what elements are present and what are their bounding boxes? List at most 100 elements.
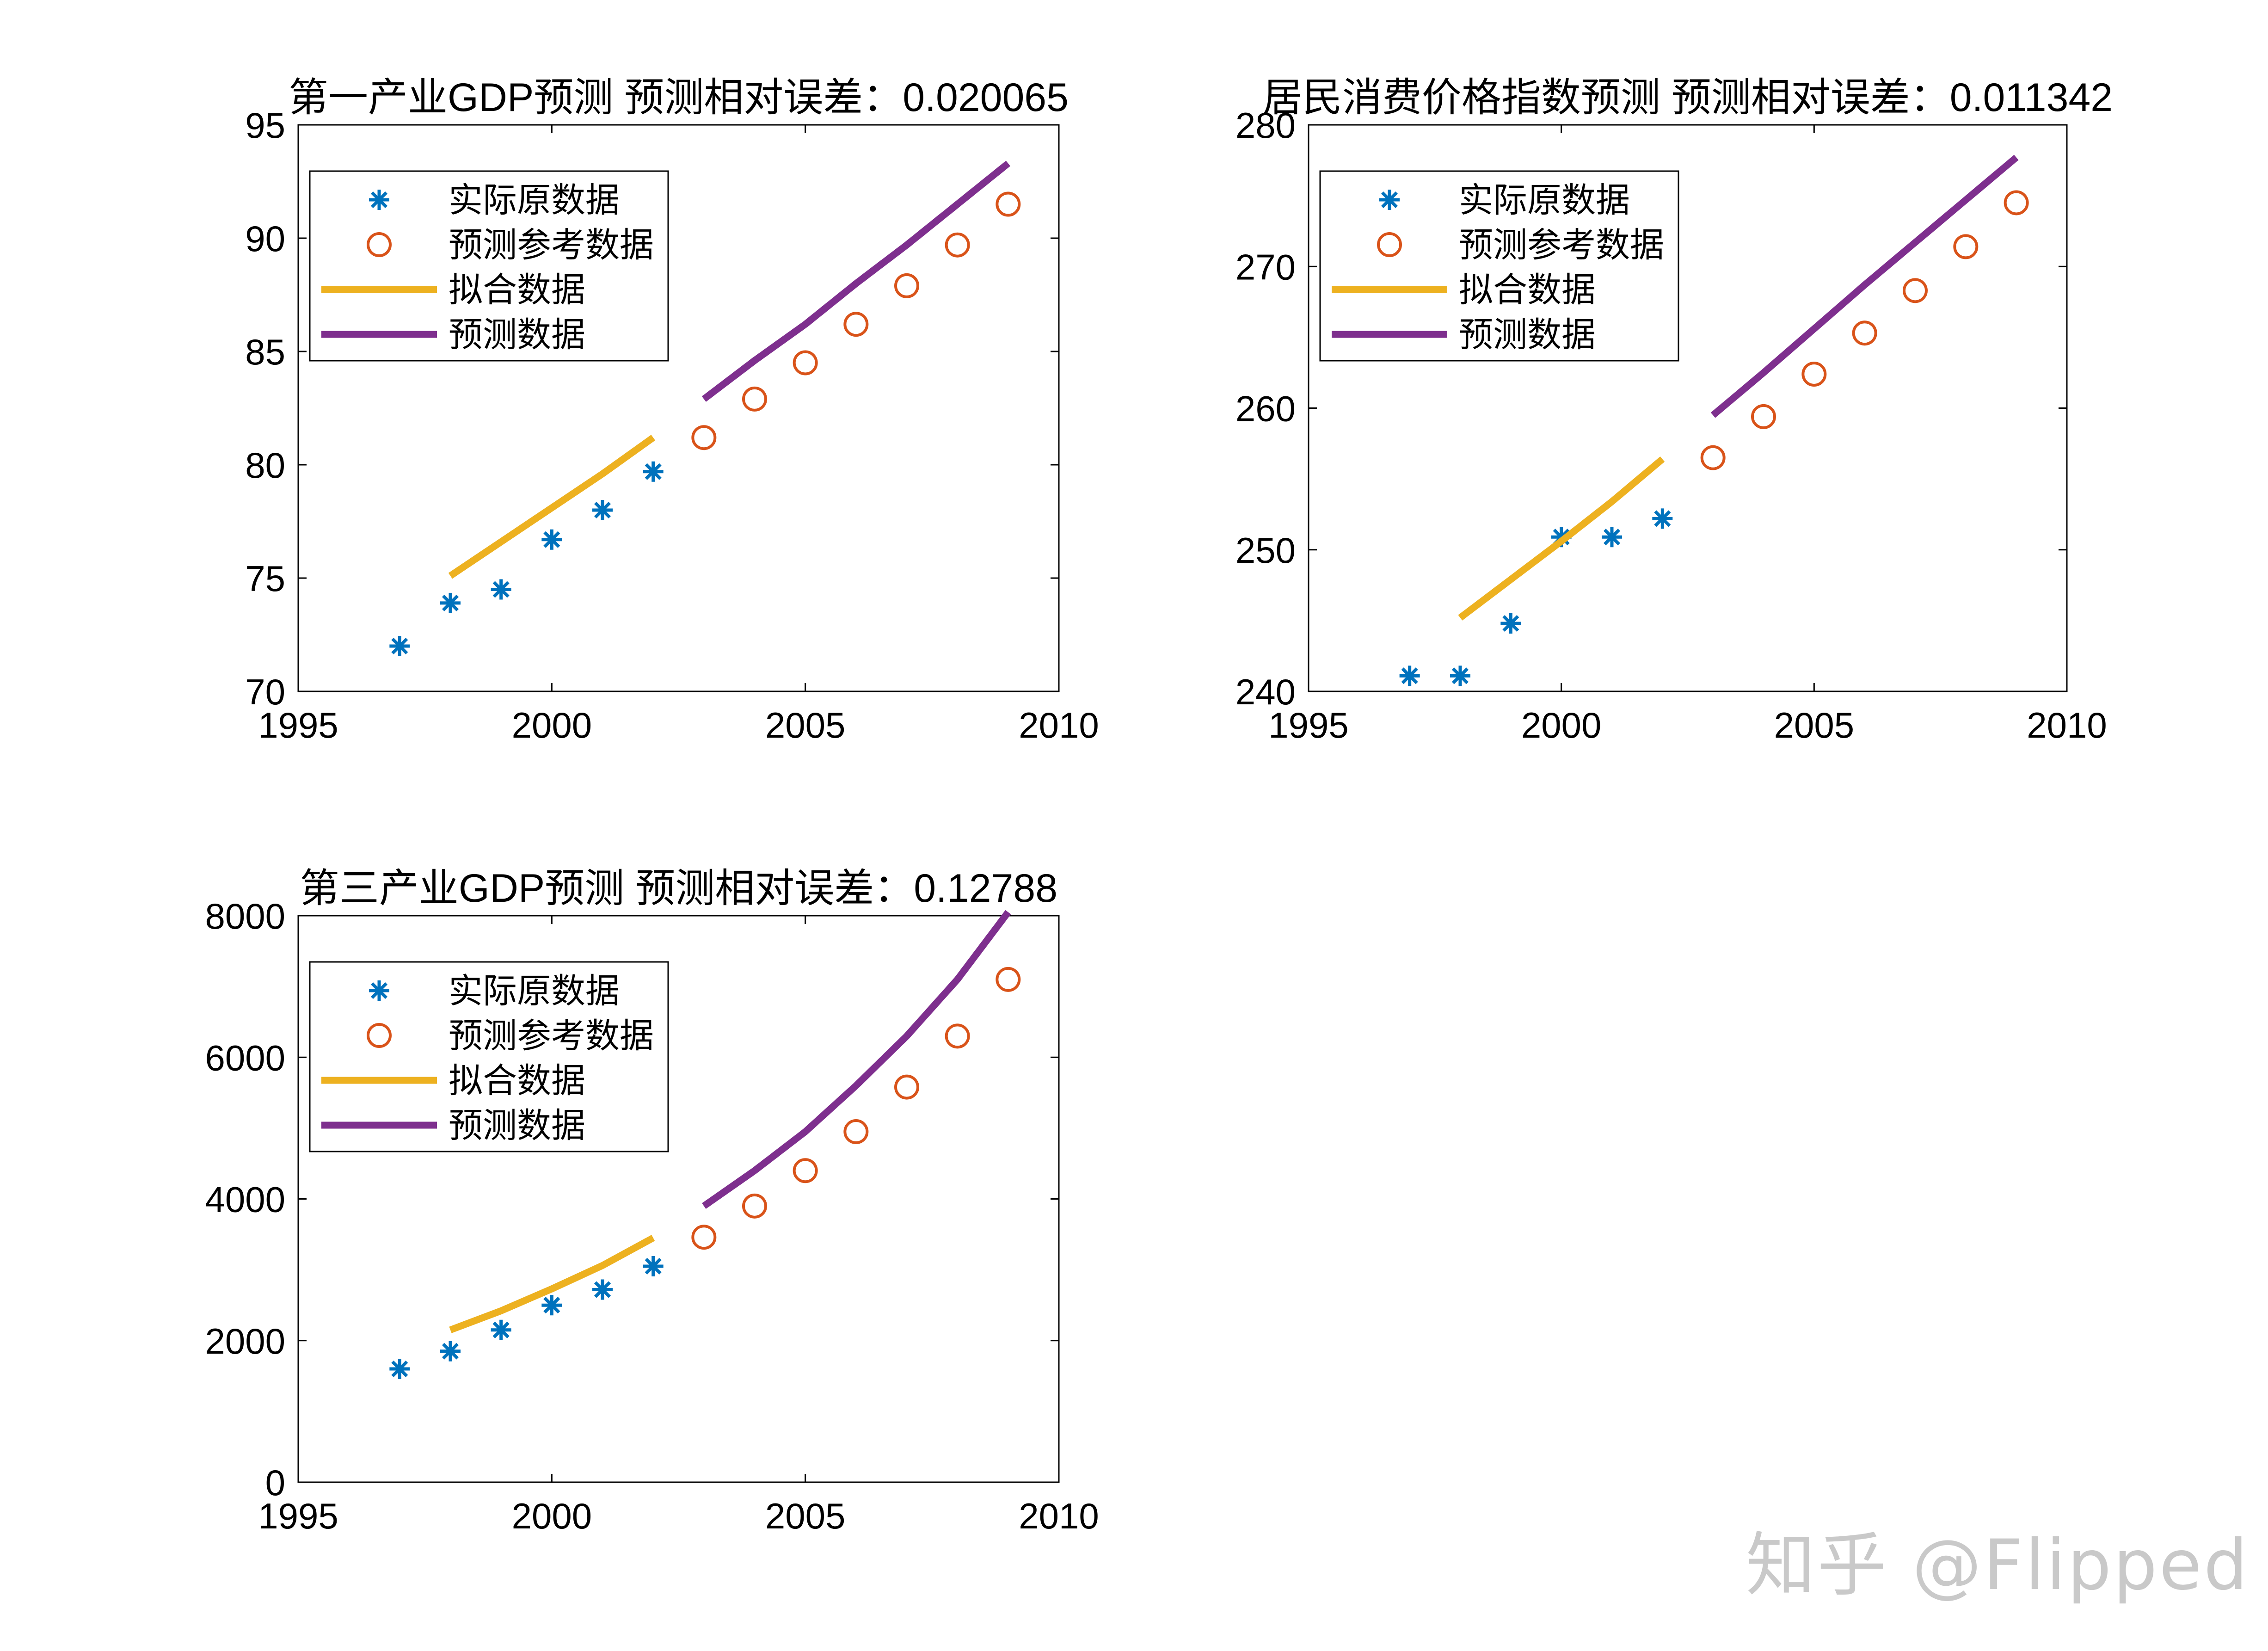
actual-data-point	[541, 529, 562, 550]
y-tick-label: 95	[245, 105, 285, 146]
legend-label: 预测参考数据	[449, 1016, 654, 1055]
actual-data-point	[592, 1279, 613, 1300]
actual-data-point	[491, 579, 511, 600]
forecast-reference-point	[1953, 234, 1979, 259]
legend-label: 拟合数据	[1459, 271, 1596, 309]
x-tick-label: 2000	[512, 1496, 592, 1536]
legend-box	[1319, 170, 1679, 362]
chart-title: 居民消费价格指数预测 预测相对误差：0.011342	[1263, 75, 2113, 120]
actual-data-point	[643, 461, 664, 482]
y-tick-label: 75	[245, 558, 285, 599]
forecast-reference-point	[1751, 404, 1776, 429]
x-tick-label: 1995	[258, 1496, 338, 1536]
x-tick-label: 2010	[1019, 1496, 1099, 1536]
watermark-text: 知乎 @Flipped	[1746, 1525, 2250, 1606]
forecast-reference-point	[894, 1074, 919, 1100]
legend-label: 拟合数据	[449, 1061, 585, 1100]
forecast-reference-point	[793, 350, 818, 376]
legend-label: 实际原数据	[449, 181, 620, 219]
series-line-forecast	[701, 160, 1011, 402]
y-tick-label: 280	[1235, 105, 1296, 146]
legend-label: 预测参考数据	[449, 226, 654, 264]
series-line-fit	[449, 1235, 655, 1333]
actual-data-point	[592, 500, 613, 520]
x-tick-label: 1995	[1268, 705, 1349, 745]
y-tick-label: 2000	[205, 1321, 285, 1361]
y-tick-label: 6000	[205, 1037, 285, 1078]
forecast-reference-point	[894, 273, 919, 298]
series-line-fit	[448, 435, 656, 579]
legend-label: 预测参考数据	[1459, 226, 1664, 264]
legend-marker-star	[1379, 190, 1400, 210]
legend-marker-star	[369, 980, 389, 1001]
forecast-reference-point	[742, 386, 767, 412]
legend-box	[309, 170, 669, 362]
x-tick-label: 2005	[765, 1496, 846, 1536]
forecast-reference-point	[1903, 278, 1928, 303]
forecast-reference-point	[843, 312, 869, 337]
plot-tertiary-industry-gdp: 1995 2000 2005 2010 0 2000 4000 6000 8000 第三产业GDP…	[205, 866, 1099, 1536]
x-tick-label: 2005	[765, 705, 846, 745]
y-tick-label: 8000	[205, 896, 285, 936]
forecast-reference-point	[843, 1119, 869, 1145]
forecast-reference-point	[691, 1225, 717, 1250]
legend-marker-circle	[367, 232, 392, 257]
x-tick-label: 1995	[258, 705, 338, 745]
actual-data-point	[440, 1341, 461, 1361]
series-line-forecast	[702, 910, 1011, 1209]
legend-marker-circle	[367, 1023, 392, 1048]
y-tick-label: 85	[245, 332, 285, 372]
chart-title: 第一产业GDP预测 预测相对误差：0.020065	[289, 75, 1069, 120]
actual-data-point	[491, 1319, 511, 1340]
forecast-reference-point	[996, 967, 1021, 992]
x-tick-label: 2000	[1521, 705, 1602, 745]
forecast-reference-point	[793, 1158, 818, 1183]
forecast-reference-point	[1801, 362, 1827, 387]
plot-cpi: 1995 2000 2005 2010 240 250 260 270 280居民消费价格指数预…	[1235, 75, 2113, 745]
series-line-forecast	[1710, 154, 2019, 418]
series-line-fit	[1458, 456, 1665, 621]
chart-title: 第三产业GDP预测 预测相对误差：0.12788	[300, 866, 1057, 911]
x-tick-label: 2000	[512, 705, 592, 745]
actual-data-point	[1602, 527, 1622, 548]
actual-data-point	[1450, 665, 1470, 686]
y-tick-label: 4000	[205, 1179, 285, 1220]
actual-data-point	[541, 1295, 562, 1316]
forecast-reference-point	[996, 191, 1021, 217]
actual-data-point	[643, 1256, 664, 1276]
legend-label: 预测数据	[1459, 315, 1596, 354]
actual-data-point	[440, 592, 461, 613]
y-tick-label: 240	[1235, 671, 1296, 712]
y-tick-label: 260	[1235, 388, 1296, 429]
forecast-reference-point	[2004, 190, 2029, 216]
actual-data-point	[389, 1359, 410, 1379]
legend-label: 预测数据	[449, 315, 585, 354]
forecast-reference-point	[742, 1193, 767, 1219]
legend-label: 预测数据	[449, 1106, 585, 1145]
legend-box	[309, 961, 669, 1152]
actual-data-point	[389, 636, 410, 656]
y-tick-label: 250	[1235, 530, 1296, 571]
forecast-reference-point	[945, 232, 970, 258]
y-tick-label: 70	[245, 671, 285, 712]
legend-marker-circle	[1377, 232, 1402, 257]
actual-data-point	[1399, 665, 1420, 686]
legend-label: 拟合数据	[449, 271, 585, 309]
actual-data-point	[1652, 508, 1673, 529]
x-tick-label: 2010	[2027, 705, 2107, 745]
x-tick-label: 2010	[1019, 705, 1099, 745]
y-tick-label: 80	[245, 445, 285, 486]
forecast-reference-point	[1700, 445, 1726, 470]
y-tick-label: 270	[1235, 246, 1296, 287]
x-tick-label: 2005	[1774, 705, 1855, 745]
actual-data-point	[1500, 613, 1521, 634]
forecast-reference-point	[945, 1023, 970, 1049]
legend-label: 实际原数据	[1459, 181, 1630, 219]
legend-label: 实际原数据	[449, 972, 620, 1010]
forecast-reference-point	[691, 425, 717, 450]
